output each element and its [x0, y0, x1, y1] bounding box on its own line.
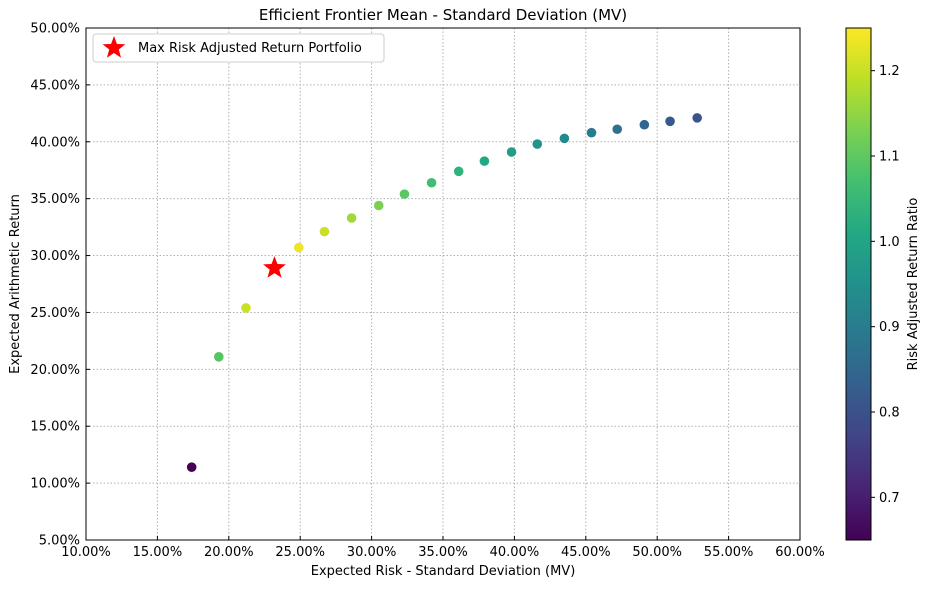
legend-box [92, 33, 385, 63]
scatter-point [532, 139, 543, 149]
scatter-point [586, 127, 597, 138]
chart-title: Efficient Frontier Mean - Standard Devia… [259, 6, 627, 24]
y-tick-label: 30.00% [30, 249, 80, 264]
highlight-point [263, 256, 286, 278]
scatter-point [426, 177, 437, 188]
scatter-point [373, 200, 384, 211]
scatter-point [479, 156, 490, 166]
scatter-point [293, 242, 304, 253]
scatter-point [346, 213, 357, 223]
y-tick-label: 15.00% [30, 420, 80, 435]
y-tick-label: 40.00% [30, 135, 80, 150]
x-tick-label: 25.00% [275, 545, 325, 560]
scatter-point [241, 303, 251, 313]
x-tick-label: 60.00% [775, 545, 825, 560]
colorbar-tick-label: 0.8 [879, 406, 900, 421]
scatter-point [559, 133, 570, 144]
y-tick-label: 10.00% [30, 477, 80, 492]
y-axis-ticks: 5.00% 10.00% 15.00% 20.00% 25.00% 30.00% 35.00… [30, 22, 90, 549]
x-tick-label: 20.00% [204, 545, 254, 560]
scatter-point [639, 119, 650, 130]
scatter-point [214, 352, 224, 362]
colorbar-tick-label: 1.0 [879, 235, 900, 250]
legend-star-icon [102, 36, 126, 58]
scatter-point [692, 113, 702, 123]
scatter-point [453, 166, 464, 177]
colorbar-tick-label: 1.1 [879, 150, 900, 165]
scatter-point [612, 124, 623, 135]
y-tick-label: 5.00% [39, 534, 80, 549]
x-tick-label: 55.00% [704, 545, 754, 560]
y-tick-label: 25.00% [30, 306, 80, 321]
legend-label: Max Risk Adjusted Return Portfolio [138, 41, 362, 56]
y-tick-label: 50.00% [30, 22, 80, 37]
x-axis-label: Expected Risk - Standard Deviation (MV) [311, 564, 576, 579]
scatter-point [506, 147, 517, 157]
scatter-point [665, 116, 675, 127]
colorbar-label: Risk Adjusted Return Ratio [906, 198, 921, 371]
x-tick-label: 40.00% [490, 545, 540, 560]
colorbar-ticks: 0.7 0.8 0.9 1.0 1.1 1.2 [871, 64, 900, 506]
scatter-point [319, 226, 330, 237]
x-tick-label: 35.00% [418, 545, 468, 560]
colorbar [845, 27, 872, 541]
x-tick-label: 50.00% [632, 545, 682, 560]
x-tick-label: 45.00% [561, 545, 611, 560]
colorbar-tick-label: 0.7 [879, 491, 900, 506]
x-tick-label: 15.00% [133, 545, 183, 560]
y-tick-label: 20.00% [30, 363, 80, 378]
y-tick-label: 35.00% [30, 192, 80, 207]
data-points [186, 113, 702, 472]
legend: Max Risk Adjusted Return Portfolio [92, 33, 385, 63]
scatter-point [399, 189, 410, 199]
colorbar-tick-label: 0.9 [879, 320, 900, 335]
colorbar-tick-label: 1.2 [879, 64, 900, 79]
x-tick-label: 10.00% [61, 545, 111, 560]
scatter-point [186, 462, 197, 472]
x-tick-label: 30.00% [347, 545, 397, 560]
y-axis-label: Expected Arithmetic Return [8, 194, 23, 374]
plot-area-frame [85, 27, 801, 541]
y-tick-label: 45.00% [30, 78, 80, 93]
max-ratio-star [263, 256, 286, 278]
x-axis-ticks: 10.00% 15.00% 20.00% 25.00% 30.00% 35.00% 40.0… [61, 536, 825, 560]
